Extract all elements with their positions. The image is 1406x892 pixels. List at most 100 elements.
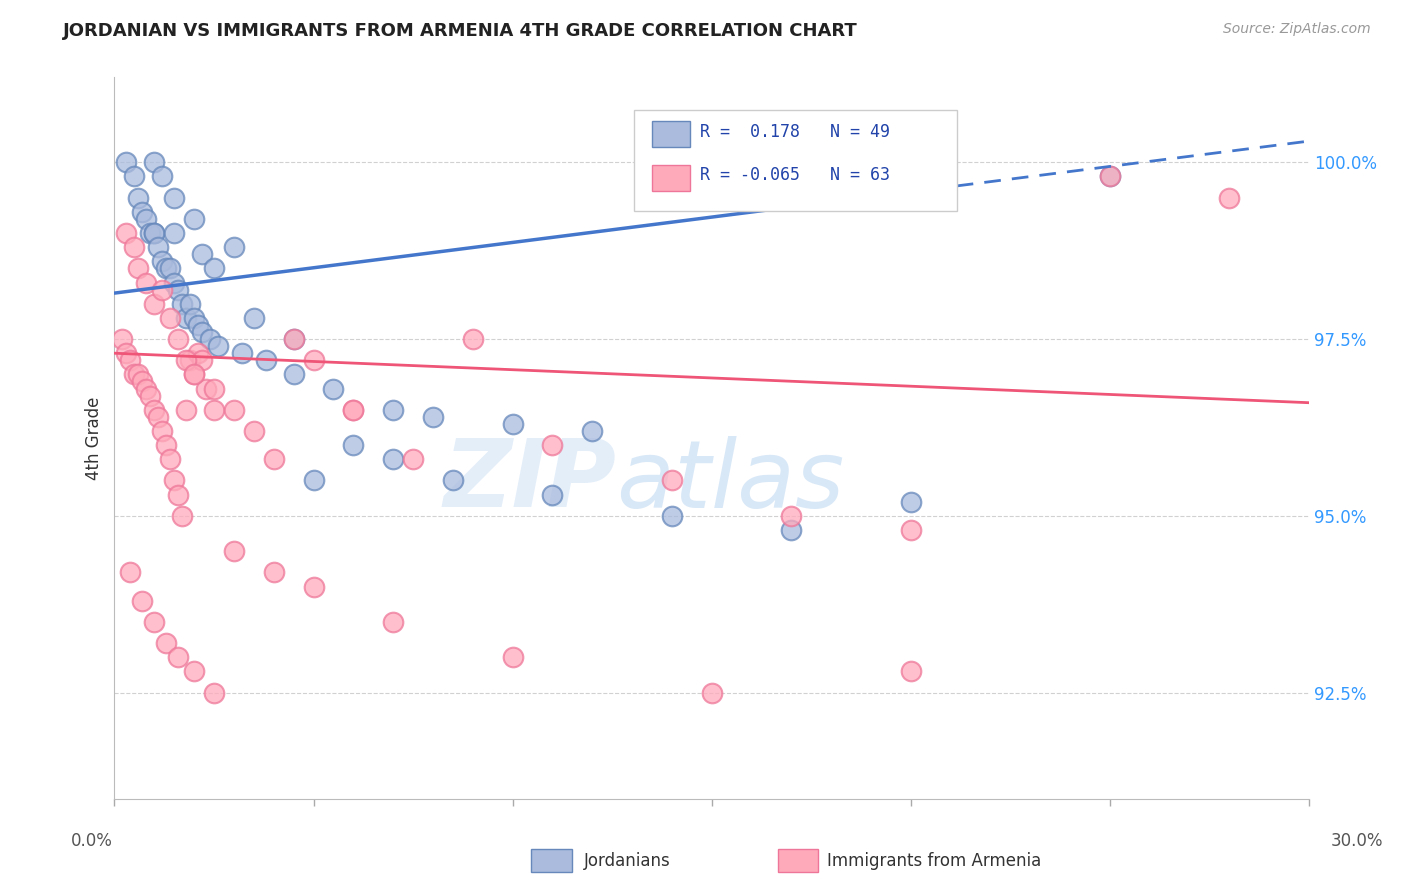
Point: [900, 523, 922, 537]
Point: [222, 402, 245, 417]
Point: [263, 452, 285, 467]
Point: [167, 488, 190, 502]
Point: [148, 409, 170, 424]
Point: [167, 650, 190, 665]
Point: [135, 382, 157, 396]
Point: [202, 382, 225, 396]
FancyBboxPatch shape: [652, 165, 690, 191]
Point: [302, 580, 325, 594]
Point: [187, 346, 209, 360]
Point: [243, 310, 266, 325]
Point: [174, 353, 197, 368]
Point: [661, 508, 683, 523]
Point: [342, 402, 364, 417]
Point: [155, 636, 177, 650]
Text: R = -0.065   N = 63: R = -0.065 N = 63: [700, 166, 890, 184]
Point: [402, 452, 425, 467]
Point: [172, 296, 194, 310]
FancyBboxPatch shape: [652, 121, 690, 147]
Point: [143, 155, 166, 169]
Point: [174, 310, 197, 325]
Point: [163, 191, 186, 205]
FancyBboxPatch shape: [634, 110, 956, 211]
Point: [115, 346, 138, 360]
Point: [159, 452, 181, 467]
Point: [661, 474, 683, 488]
Point: [283, 332, 305, 346]
Text: Immigrants from Armenia: Immigrants from Armenia: [827, 852, 1040, 870]
Point: [780, 523, 803, 537]
Point: [302, 353, 325, 368]
Point: [127, 261, 149, 276]
Point: [120, 353, 142, 368]
Point: [172, 508, 194, 523]
Point: [167, 332, 190, 346]
Point: [127, 368, 149, 382]
Point: [187, 318, 209, 332]
Point: [382, 615, 405, 629]
Point: [150, 283, 173, 297]
Point: [202, 402, 225, 417]
Point: [780, 508, 803, 523]
Point: [541, 438, 564, 452]
Point: [382, 452, 405, 467]
Point: [222, 240, 245, 254]
Point: [174, 402, 197, 417]
Point: [155, 261, 177, 276]
Point: [155, 438, 177, 452]
Point: [207, 339, 229, 353]
Text: JORDANIAN VS IMMIGRANTS FROM ARMENIA 4TH GRADE CORRELATION CHART: JORDANIAN VS IMMIGRANTS FROM ARMENIA 4TH…: [63, 22, 858, 40]
Point: [124, 169, 146, 184]
Point: [131, 593, 153, 607]
Point: [163, 226, 186, 240]
Point: [179, 353, 201, 368]
Point: [127, 191, 149, 205]
Point: [183, 211, 205, 226]
Point: [163, 474, 186, 488]
Point: [322, 382, 344, 396]
Point: [167, 283, 190, 297]
Point: [900, 494, 922, 508]
Point: [202, 685, 225, 699]
Point: [222, 544, 245, 558]
Point: [143, 226, 166, 240]
Point: [115, 226, 138, 240]
Point: [191, 353, 214, 368]
Point: [163, 276, 186, 290]
Point: [502, 650, 524, 665]
Point: [581, 424, 603, 438]
Point: [302, 474, 325, 488]
Text: ZIP: ZIP: [443, 435, 616, 527]
Point: [342, 438, 364, 452]
Point: [150, 254, 173, 268]
Point: [900, 665, 922, 679]
Point: [254, 353, 277, 368]
Point: [111, 332, 134, 346]
Point: [124, 368, 146, 382]
Point: [700, 685, 723, 699]
Point: [150, 169, 173, 184]
Point: [283, 332, 305, 346]
Point: [198, 332, 221, 346]
Point: [441, 474, 464, 488]
Point: [195, 382, 218, 396]
Point: [159, 310, 181, 325]
Point: [143, 226, 166, 240]
Point: [422, 409, 444, 424]
Point: [1098, 169, 1121, 184]
Point: [115, 155, 138, 169]
Point: [139, 226, 162, 240]
Point: [150, 424, 173, 438]
Point: [159, 261, 181, 276]
Point: [342, 402, 364, 417]
Point: [191, 325, 214, 339]
Point: [202, 261, 225, 276]
Point: [231, 346, 253, 360]
Point: [183, 368, 205, 382]
Point: [183, 665, 205, 679]
Point: [1218, 191, 1240, 205]
Text: 0.0%: 0.0%: [70, 831, 112, 849]
Text: Source: ZipAtlas.com: Source: ZipAtlas.com: [1223, 22, 1371, 37]
Text: R =  0.178   N = 49: R = 0.178 N = 49: [700, 122, 890, 141]
Point: [191, 247, 214, 261]
